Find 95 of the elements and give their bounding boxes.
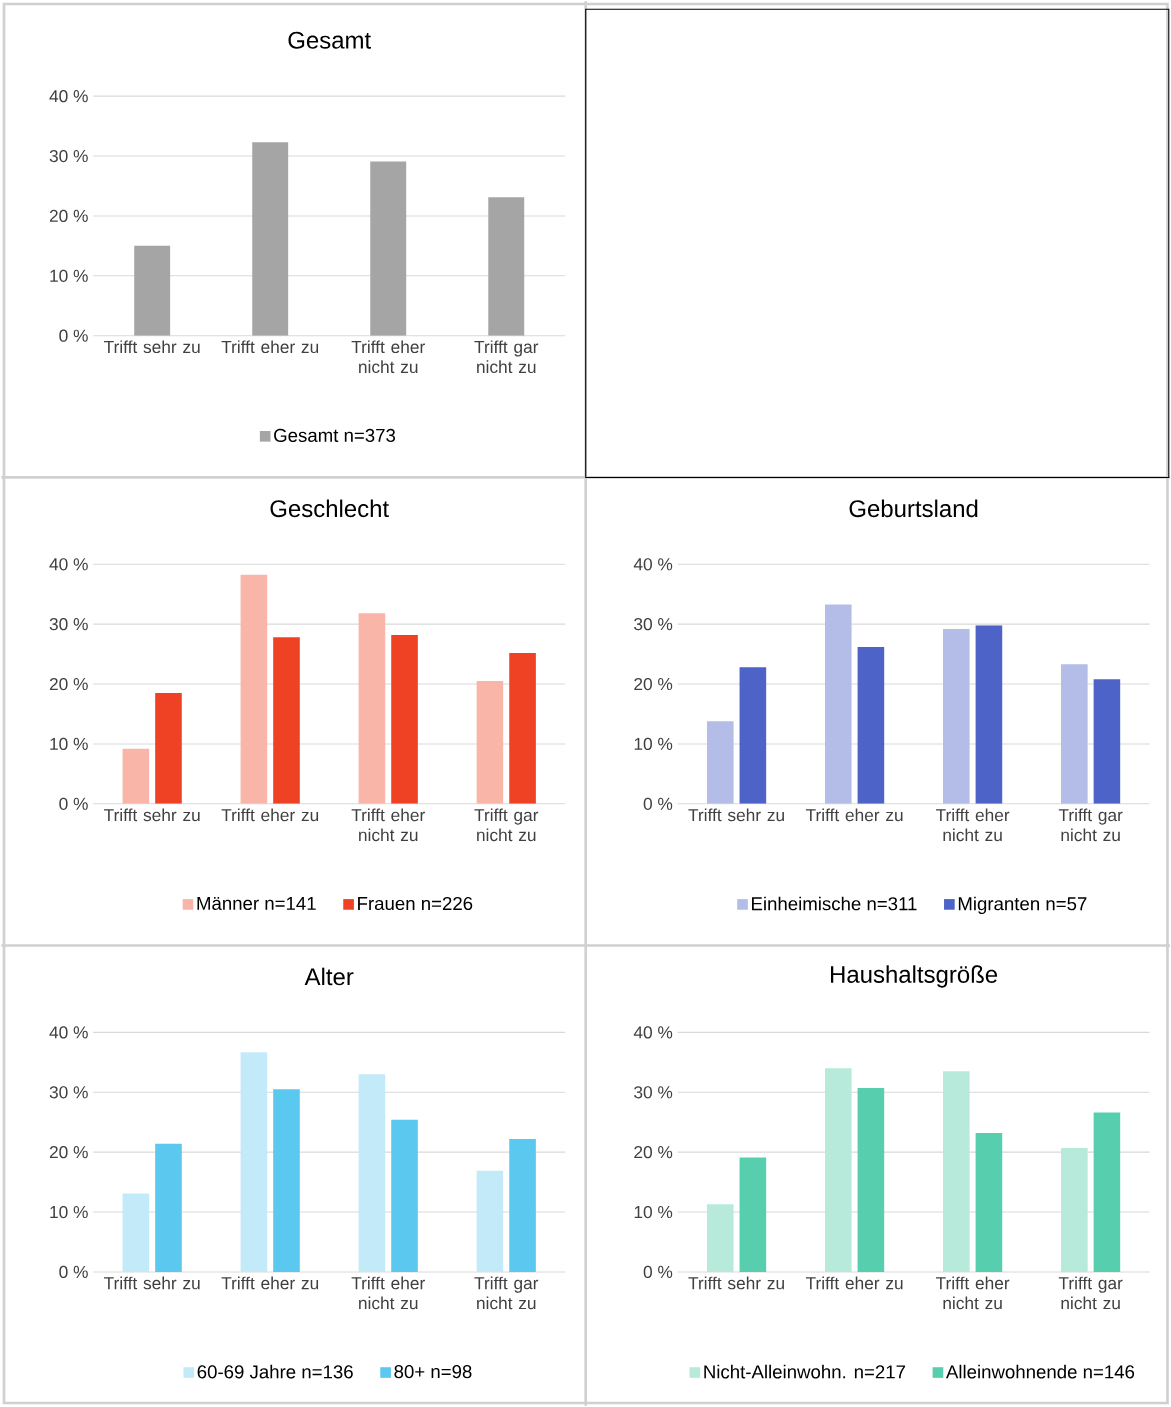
legend-label: Alleinwohnende n=146	[945, 1364, 1134, 1379]
bar	[358, 1074, 386, 1272]
y-tick-label: 30 %	[633, 618, 672, 631]
x-tick-label: Trifft sehr zu	[103, 340, 200, 354]
chart-title: Alter	[304, 967, 354, 986]
bar	[942, 1071, 970, 1272]
bar	[272, 637, 300, 804]
bar	[272, 1089, 300, 1272]
bar	[133, 245, 170, 336]
y-tick-label: 30 %	[49, 1086, 88, 1099]
bar	[252, 142, 288, 336]
bar	[240, 1052, 267, 1272]
y-tick-label: 40 %	[633, 558, 672, 571]
x-tick-label: Trifft gar nicht zu	[474, 340, 538, 374]
bar	[1060, 1147, 1088, 1272]
y-tick-label: 40 %	[633, 1026, 672, 1039]
y-tick-label: 0 %	[643, 1265, 672, 1279]
bar	[370, 161, 406, 336]
bar	[975, 625, 1003, 804]
legend-label: 80+ n=98	[394, 1365, 472, 1379]
x-tick-label: Trifft sehr zu	[688, 808, 784, 822]
bar	[391, 1119, 418, 1272]
x-tick-label: Trifft gar nicht zu	[1058, 808, 1123, 842]
x-tick-label: Trifft eher zu	[221, 1276, 318, 1290]
x-tick-label: Trifft eher zu	[221, 808, 318, 822]
x-tick-label: Trifft eher nicht zu	[351, 340, 425, 374]
bar	[857, 646, 884, 804]
bar	[488, 197, 524, 336]
bar	[476, 1170, 504, 1272]
y-tick-label: 10 %	[634, 1205, 672, 1219]
y-tick-label: 40 %	[49, 90, 88, 103]
x-tick-label: Trifft eher nicht zu	[351, 808, 425, 842]
bar	[358, 613, 386, 804]
y-tick-label: 30 %	[49, 618, 88, 631]
chart-title: Gesamt	[288, 31, 371, 49]
bar	[391, 634, 418, 804]
x-tick-label: Trifft sehr zu	[103, 1276, 200, 1290]
bar	[942, 628, 970, 804]
legend-label: Gesamt n=373	[273, 428, 395, 442]
bar	[122, 1193, 149, 1272]
bar	[154, 693, 182, 804]
bar	[509, 1138, 536, 1272]
bar	[706, 1204, 734, 1272]
y-tick-label: 0 %	[59, 1265, 88, 1279]
y-tick-label: 30 %	[633, 1086, 672, 1099]
legend-label: Einheimische n=311	[751, 896, 917, 911]
x-tick-label: Trifft gar nicht zu	[474, 1276, 538, 1310]
x-tick-label: Trifft gar nicht zu	[1058, 1276, 1123, 1310]
bar	[1093, 1112, 1121, 1272]
bar	[476, 681, 504, 804]
y-tick-label: 0 %	[643, 797, 672, 810]
x-tick-label: Trifft eher nicht zu	[935, 1276, 1010, 1310]
y-tick-label: 20 %	[634, 1146, 672, 1159]
x-tick-label: Trifft gar nicht zu	[474, 808, 538, 842]
bar	[824, 604, 852, 804]
x-tick-label: Trifft eher zu	[805, 808, 903, 822]
legend-label: Männer n=141	[197, 897, 316, 911]
y-tick-label: 30 %	[49, 149, 88, 163]
y-tick-label: 20 %	[49, 209, 88, 223]
bar	[1093, 679, 1121, 804]
bar	[739, 1157, 766, 1272]
chart-title: Geburtsland	[849, 499, 978, 518]
y-tick-label: 0 %	[59, 797, 88, 810]
y-tick-label: 20 %	[634, 677, 672, 691]
y-tick-label: 40 %	[49, 558, 88, 571]
legend-label: 60-69 Jahre n=136	[197, 1364, 353, 1379]
bar	[509, 652, 536, 804]
y-tick-label: 40 %	[49, 1026, 88, 1039]
legend-label: Frauen n=226	[357, 896, 473, 911]
bar	[824, 1068, 852, 1272]
y-tick-label: 10 %	[634, 737, 672, 751]
y-tick-label: 20 %	[49, 1146, 88, 1159]
x-tick-label: Trifft eher zu	[805, 1276, 903, 1290]
legend-label: Migranten n=57	[958, 896, 1087, 915]
chart-title: Geschlecht	[270, 499, 389, 518]
bar	[154, 1143, 182, 1272]
y-tick-label: 0 %	[59, 329, 88, 342]
x-tick-label: Trifft sehr zu	[103, 808, 200, 822]
y-tick-label: 10 %	[50, 269, 88, 282]
y-tick-label: 20 %	[49, 677, 88, 691]
bar	[240, 574, 267, 804]
legend-label: Nicht-Alleinwohn. n=217	[704, 1364, 905, 1379]
bar	[857, 1088, 884, 1272]
x-tick-label: Trifft eher nicht zu	[351, 1276, 425, 1310]
bar	[1060, 664, 1088, 804]
y-tick-label: 10 %	[50, 1205, 88, 1219]
bar	[975, 1132, 1003, 1272]
bar	[706, 721, 734, 804]
bar	[739, 667, 766, 804]
y-tick-label: 10 %	[50, 737, 88, 751]
x-tick-label: Trifft sehr zu	[688, 1276, 784, 1290]
bar	[122, 748, 149, 804]
chart-title: Haushaltsgröße	[830, 965, 997, 988]
x-tick-label: Trifft eher nicht zu	[935, 808, 1010, 842]
x-tick-label: Trifft eher zu	[221, 340, 318, 354]
